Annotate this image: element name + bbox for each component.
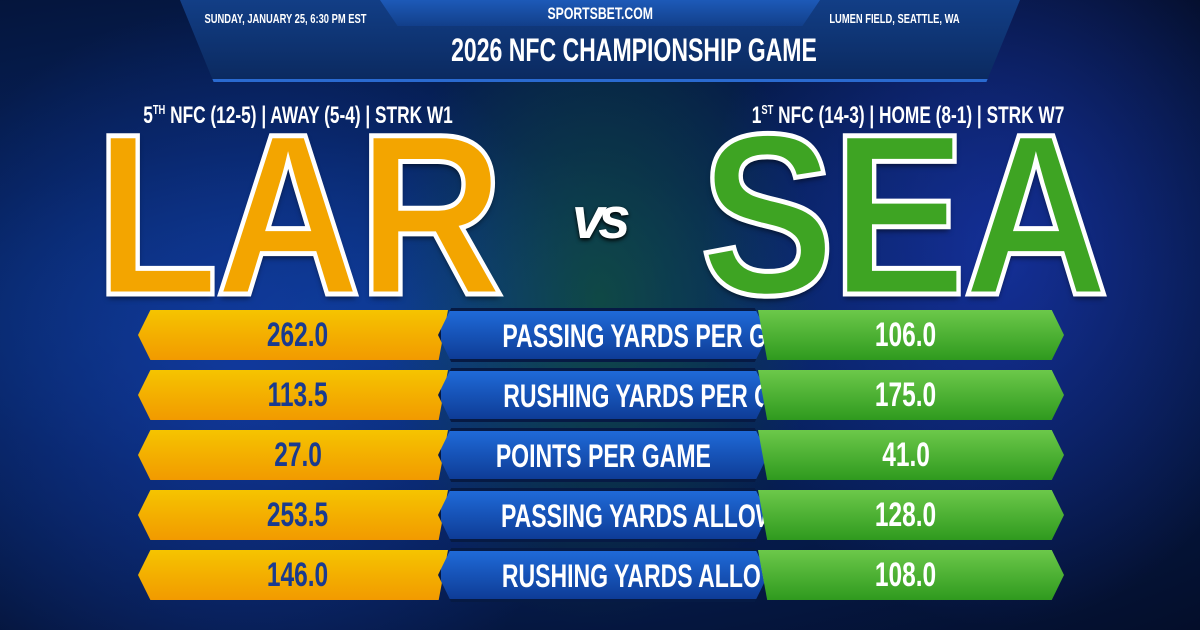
home-record: 1ST NFC (14-3) | HOME (8-1) | STRK W7 [751, 102, 1065, 129]
away-team-abbr: LAR [93, 86, 506, 343]
away-stat-value: 253.5 [138, 490, 448, 540]
home-stat-value: 128.0 [758, 490, 1064, 540]
stat-label: RUSHING YARDS PER GAME [438, 368, 768, 422]
stat-label: PASSING YARDS ALLOWED [438, 488, 768, 542]
home-stat-value: 106.0 [758, 310, 1064, 360]
away-stat-value: 146.0 [138, 550, 448, 600]
home-stat-value: 108.0 [758, 550, 1064, 600]
stat-row: 253.5 PASSING YARDS ALLOWED 128.0 [138, 488, 1064, 542]
home-stat-value: 41.0 [758, 430, 1064, 480]
brand: SPORTSBET.COM [547, 4, 653, 23]
vs-label: vs [572, 186, 630, 251]
stat-label: POINTS PER GAME [438, 428, 768, 482]
away-record: 5TH NFC (12-5) | AWAY (5-4) | STRK W1 [143, 102, 453, 129]
away-stat-value: 113.5 [138, 370, 448, 420]
stat-row: 262.0 PASSING YARDS PER GAME 106.0 [138, 308, 1064, 362]
page-title: 2026 NFC CHAMPIONSHIP GAME [451, 32, 817, 68]
away-stat-value: 262.0 [138, 310, 448, 360]
stat-row: 146.0 RUSHING YARDS ALLOWED 108.0 [138, 548, 1064, 602]
header-brand-tab [380, 0, 820, 26]
home-team-abbr: SEA [698, 86, 1112, 343]
stat-row: 113.5 RUSHING YARDS PER GAME 175.0 [138, 368, 1064, 422]
game-date: SUNDAY, JANUARY 25, 6:30 PM EST [204, 11, 366, 26]
stat-label: PASSING YARDS PER GAME [438, 308, 768, 362]
stat-label: RUSHING YARDS ALLOWED [438, 548, 768, 602]
away-stat-value: 27.0 [138, 430, 448, 480]
home-stat-value: 175.0 [758, 370, 1064, 420]
stat-row: 27.0 POINTS PER GAME 41.0 [138, 428, 1064, 482]
venue: LUMEN FIELD, SEATTLE, WA [829, 11, 961, 26]
